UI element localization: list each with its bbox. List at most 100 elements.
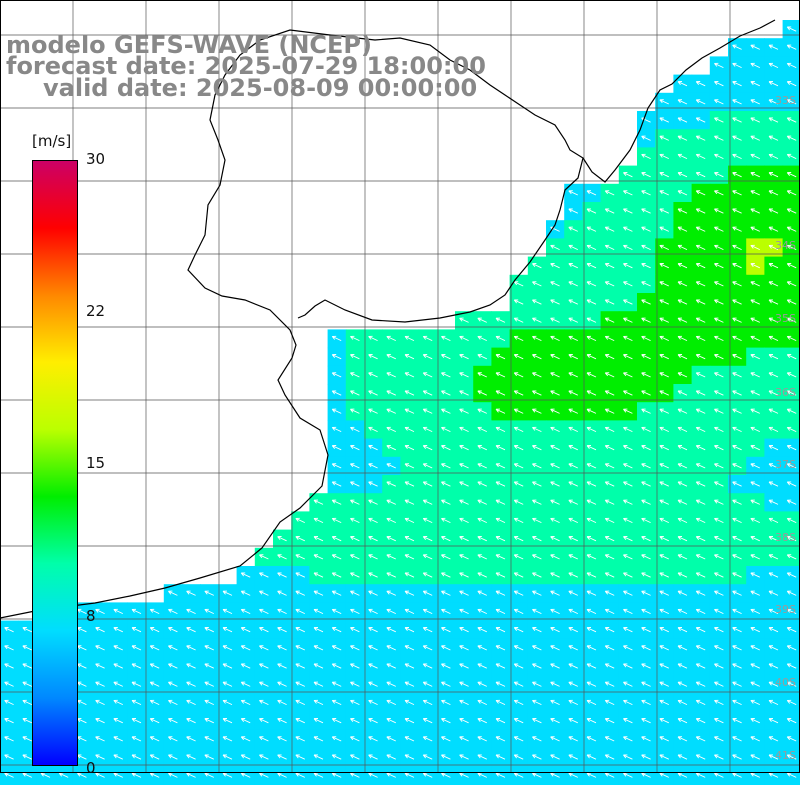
wind-arrow [586,463,597,469]
wind-arrow [568,354,578,360]
wind-arrow [677,572,688,578]
wind-arrow [677,590,688,596]
wind-arrow [641,190,651,196]
colorbar-tick-15: 15 [86,454,106,472]
wind-arrow [750,754,760,760]
wind-arrow [550,772,560,778]
wind-arrow [732,117,742,123]
wind-arrow [677,463,688,469]
wind-arrow [404,354,415,360]
wind-arrow [495,754,506,760]
wind-arrow [768,226,779,232]
wind-arrow [641,608,651,615]
wind-arrow [786,208,797,214]
wind-arrow [586,390,597,396]
wind-arrow [532,663,542,669]
wind-arrow [750,554,760,560]
wind-arrow [422,499,433,505]
wind-arrow [295,754,305,760]
wind-arrow [695,463,706,469]
wind-arrow [441,536,451,542]
wind-arrow [131,699,142,706]
wind-arrow [4,772,14,778]
wind-arrow [386,536,396,542]
wind-arrow [768,99,779,105]
wind-arrow [422,372,433,378]
wind-arrow [532,426,542,433]
wind-arrow [277,772,287,778]
wind-arrow [750,172,760,178]
wind-arrow [295,590,305,596]
wind-arrow [786,335,797,342]
wind-arrow [604,390,615,396]
wind-arrow [386,608,396,615]
wind-arrow [768,645,779,651]
wind-arrow [695,390,706,396]
wind-arrow [623,481,633,487]
wind-arrow [513,335,524,342]
wind-arrow [714,663,724,669]
wind-arrow [695,754,706,760]
wind-arrow [259,718,269,724]
wind-arrow [586,263,597,269]
wind-arrow [659,99,669,105]
wind-arrow [277,590,287,596]
wind-arrow [459,354,469,360]
wind-arrow [149,681,160,687]
wind-arrow [714,590,724,596]
wind-arrow [568,281,578,287]
wind-arrow [295,699,305,706]
wind-arrow [604,499,615,505]
wind-arrow [295,627,305,633]
wind-arrow [313,627,324,633]
wind-arrow [586,354,597,360]
wind-arrow [422,590,433,596]
wind-arrow [368,718,378,724]
wind-arrow [641,153,651,160]
wind-arrow [677,153,688,160]
lat-label-40s: 40S [775,676,796,689]
wind-arrow [368,536,378,542]
wind-arrow [550,536,560,542]
wind-arrow [477,554,487,560]
wind-arrow [404,572,415,578]
wind-arrow [750,62,760,69]
wind-arrow [695,190,706,196]
wind-arrow [313,718,324,724]
wind-arrow [477,426,487,433]
wind-arrow [368,681,378,687]
wind-arrow [695,208,706,214]
wind-arrow [695,699,706,706]
wind-arrow [386,590,396,596]
wind-arrow [350,335,360,342]
wind-arrow [568,372,578,378]
wind-arrow [186,772,196,778]
wind-arrow [750,44,760,50]
wind-arrow [386,408,396,414]
wind-arrow [677,135,688,141]
wind-arrow [604,699,615,706]
wind-arrow [131,627,142,633]
wind-arrow [550,590,560,596]
wind-arrow [750,590,760,596]
wind-arrow [641,536,651,542]
wind-arrow [677,772,688,778]
wind-arrow [495,736,506,742]
wind-arrow [714,445,724,451]
wind-arrow [695,263,706,269]
wind-arrow [695,627,706,633]
wind-arrow [623,554,633,560]
wind-arrow [623,190,633,196]
wind-arrow [550,572,560,578]
wind-arrow [295,736,305,742]
wind-arrow [331,736,342,742]
wind-arrow [386,354,396,360]
wind-arrow [714,81,724,87]
wind-arrow [714,317,724,323]
wind-arrow [222,681,233,687]
wind-arrow [350,536,360,542]
wind-arrow [695,135,706,141]
wind-arrow [623,572,633,578]
wind-arrow [768,81,779,87]
wind-arrow [550,244,560,251]
